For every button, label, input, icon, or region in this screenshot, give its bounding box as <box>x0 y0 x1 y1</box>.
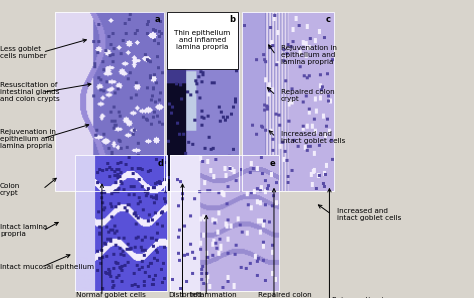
Text: Rejuvenation in
epithelium and
lamina propria: Rejuvenation in epithelium and lamina pr… <box>281 45 337 65</box>
Text: a: a <box>155 15 160 24</box>
Bar <box>170 155 279 291</box>
Text: Increased and
intact goblet cells: Increased and intact goblet cells <box>337 208 401 221</box>
Text: Increased and
intact goblet cells: Increased and intact goblet cells <box>281 131 345 144</box>
Bar <box>242 12 334 191</box>
Text: Normal goblet cells: Normal goblet cells <box>76 292 146 298</box>
Text: Repaired colon
crypt: Repaired colon crypt <box>257 292 311 298</box>
Text: Thin epithelium
and inflamed
lamina propria: Thin epithelium and inflamed lamina prop… <box>174 30 230 50</box>
Text: Intact mucosal epithelium: Intact mucosal epithelium <box>0 264 94 270</box>
Text: Rejuvenation in
epithelium and
lamina propria: Rejuvenation in epithelium and lamina pr… <box>0 128 56 149</box>
FancyBboxPatch shape <box>167 12 238 69</box>
Bar <box>55 12 164 191</box>
Text: Colon
crypt: Colon crypt <box>0 183 20 196</box>
Bar <box>75 155 167 291</box>
Text: Less goblet
cells number: Less goblet cells number <box>0 46 47 59</box>
Text: c: c <box>325 15 330 24</box>
Text: Resuscitation of
intestinal glands
and colon crypts: Resuscitation of intestinal glands and c… <box>0 82 60 103</box>
Text: b: b <box>229 15 236 24</box>
Text: Distorted
goblet cells: Distorted goblet cells <box>164 292 206 298</box>
Text: Repaired colon
crypt: Repaired colon crypt <box>281 89 334 102</box>
Text: d: d <box>157 159 164 167</box>
Text: Rejuvenation in
epithelium and
lamina propria: Rejuvenation in epithelium and lamina pr… <box>332 297 388 298</box>
Text: Inflammation: Inflammation <box>190 292 237 298</box>
Text: Intact lamina
propria: Intact lamina propria <box>0 224 47 238</box>
Bar <box>166 12 239 191</box>
Text: e: e <box>269 159 275 167</box>
